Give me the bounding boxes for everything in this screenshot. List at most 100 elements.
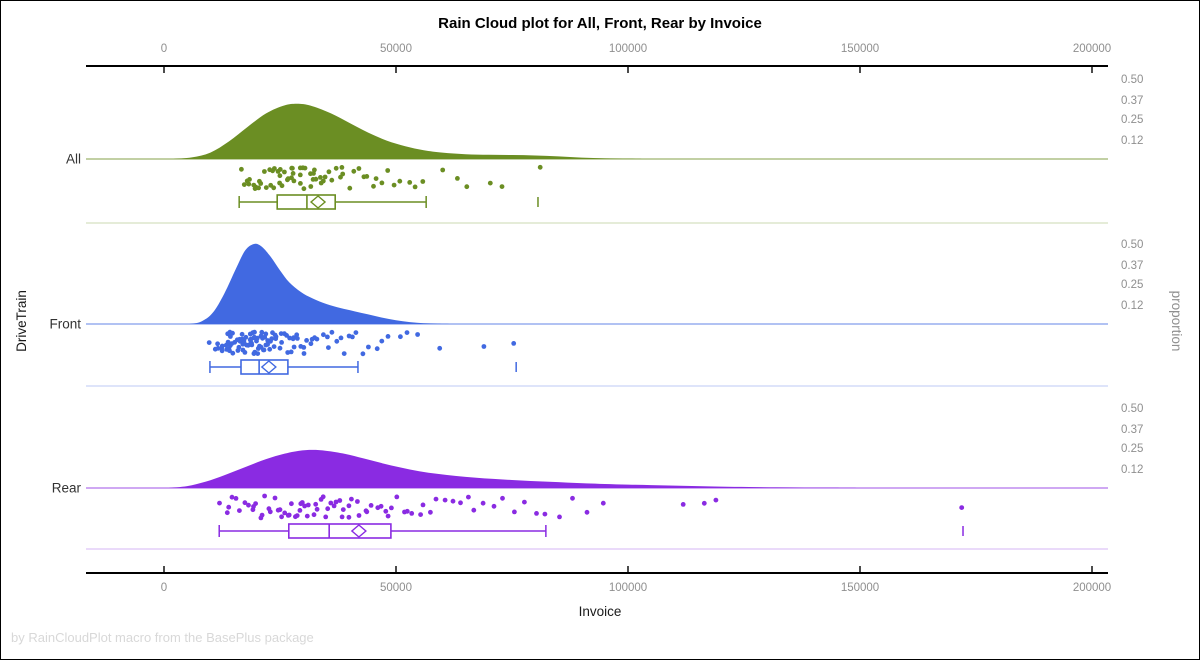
rain-point [397,178,403,184]
y-axis-label-proportion: proportion [1169,291,1184,352]
proportion-tick-label: 0.50 [1121,239,1143,251]
rain-point [959,505,965,510]
rain-point [237,508,242,513]
rain-point [294,513,300,518]
mean-diamond [350,524,367,538]
rain-point [304,338,309,343]
rain-point [440,167,446,173]
rain-point [257,343,262,349]
rain-point [415,332,420,337]
rain-point [253,501,258,506]
rain-point [224,510,230,516]
rain-point [242,500,248,506]
rain-point [230,350,236,356]
proportion-tick-label: 0.37 [1121,95,1143,107]
rain-point [302,165,308,171]
rain-point [412,184,418,190]
box-front [240,359,289,375]
rain-point [289,501,294,507]
category-label-all: All [66,152,81,167]
rain-point [338,335,344,341]
rain-point [272,166,277,171]
proportion-tick-label: 0.12 [1121,135,1143,147]
rain-point [273,336,279,342]
density-cloud-rear [168,449,861,488]
rain-point [298,501,304,507]
rain-point [246,181,252,187]
chart-title: Rain Cloud plot for All, Front, Rear by … [438,15,762,32]
rain-point [261,347,266,353]
rain-point [290,336,296,342]
rain-point [339,165,345,170]
rain-point [557,514,562,520]
rain-point [379,180,385,186]
rain-point [277,167,283,172]
rain-point [351,168,357,174]
rain-point [349,496,354,502]
rain-point [229,494,235,500]
rain-point [350,334,355,340]
rain-point [383,508,389,514]
rain-point [297,172,303,178]
rain-point [374,346,380,352]
rain-point [241,182,247,188]
rain-point [298,181,303,186]
rain-point [389,505,394,511]
rain-point [259,329,265,335]
rain-point [320,494,326,500]
rain-point [257,178,262,184]
density-cloud-all [173,103,647,159]
rain-point [339,514,345,520]
rain-point [279,514,284,520]
proportion-tick-label: 0.37 [1121,260,1143,272]
rain-point [219,345,225,351]
rain-point [487,180,493,186]
rain-point [290,171,296,176]
rain-point [356,166,362,171]
rain-point [302,503,307,509]
rain-point [217,500,222,506]
rain-point [600,500,606,506]
rain-point [313,176,319,182]
rain-point [378,503,384,509]
rain-point [313,501,319,507]
rain-point [241,340,247,346]
rain-point [206,340,212,345]
rain-point [356,513,362,518]
rain-point [409,511,415,516]
rain-point [215,341,221,347]
rain-point [279,340,284,345]
rain-point [262,334,268,340]
rain-point [355,499,360,504]
rain-point [291,178,297,184]
rain-point [272,332,278,338]
box-rear [287,523,392,539]
rain-point [337,498,343,503]
rain-point [314,506,320,512]
rain-point [394,494,400,500]
rain-point [340,171,346,177]
rain-point [391,182,397,188]
proportion-tick-label: 0.25 [1121,279,1143,291]
rain-point [491,503,497,509]
rain-point [252,329,257,335]
rain-point [265,342,270,347]
rain-point [242,350,248,355]
rain-point [285,177,290,183]
rain-point [239,331,245,337]
rain-point [282,169,287,175]
rain-point [542,511,548,517]
rain-point [407,180,413,185]
rain-point [295,336,300,341]
rain-point [346,503,352,509]
rain-point [226,504,232,510]
rain-point [215,345,221,351]
rain-point [385,168,391,173]
rain-point [301,345,307,350]
rain-point [464,184,470,190]
rain-point [331,503,337,509]
rain-point [329,329,335,335]
rain-point [713,497,719,503]
